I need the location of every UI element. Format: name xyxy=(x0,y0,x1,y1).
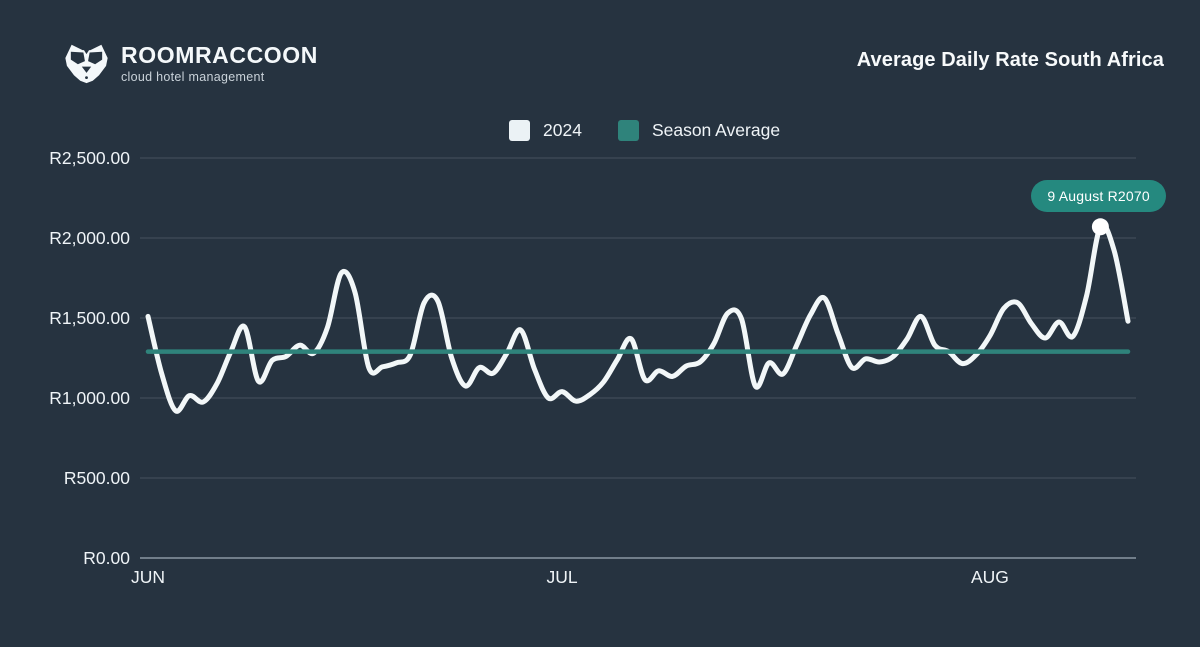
legend-swatch-2024 xyxy=(509,120,530,141)
legend-swatch-season-average xyxy=(617,120,639,141)
legend-label-season-average: Season Average xyxy=(651,120,781,140)
y-axis-label: R500.00 xyxy=(64,468,130,488)
chart-title: Average Daily Rate South Africa xyxy=(856,49,1164,71)
brand-logo: ROOMRACCOON cloud hotel management xyxy=(63,42,318,85)
brand-text: ROOMRACCOON cloud hotel management xyxy=(121,41,318,84)
brand-tagline: cloud hotel management xyxy=(121,69,265,84)
legend-item-2024[interactable]: 2024 xyxy=(509,120,582,141)
highlight-dot[interactable] xyxy=(1091,218,1109,236)
y-axis-label: R2,500.00 xyxy=(49,148,130,168)
x-axis-label: JUN xyxy=(131,567,165,587)
brand-name: ROOMRACCOON xyxy=(121,41,318,68)
y-axis-label: R2,000.00 xyxy=(49,228,130,248)
data-point-tooltip[interactable]: 9 August R2070 xyxy=(1031,179,1166,212)
y-axis-label: R0.00 xyxy=(83,548,130,568)
raccoon-logo-icon xyxy=(65,44,108,84)
y-axis-label: R1,500.00 xyxy=(49,308,130,328)
chart-legend: 2024 Season Average xyxy=(509,120,780,141)
x-axis-label: AUG xyxy=(971,567,1009,587)
legend-label-2024: 2024 xyxy=(543,120,582,140)
x-axis-label: JUL xyxy=(547,567,578,587)
legend-item-season-average[interactable]: Season Average xyxy=(617,120,781,141)
y-axis-label: R1,000.00 xyxy=(49,388,130,408)
